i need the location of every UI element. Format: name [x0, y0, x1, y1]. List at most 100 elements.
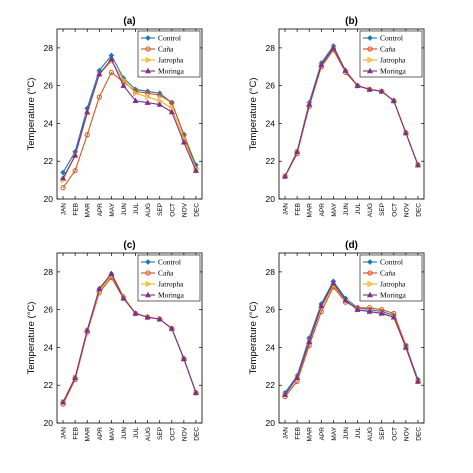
legend-label: Control — [158, 258, 181, 267]
y-tick-label: 24 — [44, 118, 54, 128]
series-line — [62, 58, 197, 179]
legend-marker — [145, 35, 151, 41]
legend-label: Moringa — [158, 67, 185, 76]
data-point — [120, 295, 127, 301]
y-tick-label: 26 — [44, 81, 54, 91]
data-point — [330, 280, 337, 286]
series-moringa — [282, 44, 421, 179]
x-tick-label: JUN — [121, 427, 128, 440]
data-point — [60, 185, 66, 191]
legend-label: Control — [380, 258, 403, 267]
data-point — [168, 108, 175, 115]
legend: Control Caña Jatropha Moringa — [137, 30, 201, 78]
legend-label: Moringa — [158, 291, 185, 300]
data-point — [282, 391, 289, 397]
x-tick-label: JAN — [61, 203, 68, 216]
data-point — [156, 315, 163, 322]
x-tick-label: SEP — [379, 427, 386, 440]
legend-marker — [367, 280, 374, 288]
y-axis-label: Temperature (°C) — [248, 78, 259, 151]
y-tick-label: 22 — [266, 156, 276, 166]
x-tick-label: FEB — [73, 203, 80, 216]
legend-marker — [145, 56, 152, 64]
y-tick-label: 24 — [266, 342, 276, 352]
x-tick-label: MAR — [85, 427, 92, 442]
legend: Control Caña Jatropha Moringa — [359, 254, 423, 302]
legend-label: Jatropha — [158, 280, 184, 289]
legend-marker — [366, 291, 374, 298]
data-point — [366, 308, 373, 314]
legend-label: Caña — [380, 45, 396, 54]
x-tick-label: APR — [97, 203, 104, 217]
x-tick-label: MAY — [331, 202, 338, 216]
data-point — [132, 310, 139, 316]
legend-label: Moringa — [380, 67, 407, 76]
y-tick-label: 28 — [44, 267, 54, 277]
y-tick-label: 26 — [44, 305, 54, 315]
y-axis-label: Temperature (°C) — [26, 302, 37, 375]
x-tick-label: JAN — [283, 203, 290, 216]
legend-marker — [367, 259, 373, 265]
x-tick-label: JUN — [121, 203, 128, 216]
data-point — [108, 56, 115, 62]
chart-panel-a: (a) 20 22 24 26 28 Temperature (°C) JAN FEB MAR AP… — [26, 16, 203, 217]
data-point — [96, 71, 103, 77]
legend-marker — [367, 46, 373, 52]
x-tick-label: AUG — [367, 203, 374, 217]
y-axis-label: Temperature (°C) — [248, 302, 259, 375]
series-line — [284, 282, 419, 395]
x-tick-label: OCT — [169, 203, 176, 217]
x-tick-label: APR — [319, 203, 326, 217]
legend-label: Caña — [158, 269, 174, 278]
data-point — [144, 99, 151, 105]
x-tick-label: NOV — [181, 202, 188, 217]
data-point — [168, 325, 175, 331]
data-point — [96, 94, 102, 100]
data-point — [84, 108, 91, 115]
data-point — [132, 97, 139, 103]
x-tick-label: JAN — [61, 427, 68, 440]
legend-label: Caña — [158, 45, 174, 54]
y-tick-label: 26 — [266, 81, 276, 91]
panel-title: (b) — [345, 16, 358, 27]
x-tick-label: MAY — [331, 426, 338, 440]
x-tick-label: FEB — [295, 427, 302, 440]
x-tick-label: FEB — [295, 203, 302, 216]
data-point — [145, 93, 152, 101]
data-point — [318, 61, 325, 68]
panel-title: (a) — [123, 16, 135, 27]
chart-panel-b: (b) 20 22 24 26 28 Temperature (°C) JAN FEB MAR AP… — [248, 16, 425, 217]
x-tick-label: NOV — [181, 426, 188, 441]
legend-label: Control — [380, 34, 403, 43]
legend-label: Jatropha — [158, 56, 184, 65]
y-tick-label: 20 — [44, 194, 54, 204]
data-point — [342, 297, 349, 303]
data-point — [60, 169, 66, 176]
data-point — [330, 44, 337, 51]
x-tick-label: SEP — [157, 203, 164, 216]
x-tick-label: OCT — [391, 203, 398, 217]
y-tick-label: 26 — [266, 305, 276, 315]
legend-label: Control — [158, 34, 181, 43]
data-point — [108, 69, 114, 76]
legend-marker — [366, 67, 374, 74]
x-tick-label: AUG — [367, 427, 374, 441]
legend-marker — [367, 270, 373, 276]
x-tick-label: APR — [97, 427, 104, 441]
x-tick-label: JUL — [355, 203, 362, 215]
y-tick-label: 28 — [266, 267, 276, 277]
legend-marker — [145, 259, 151, 265]
y-tick-label: 28 — [266, 43, 276, 53]
y-tick-label: 24 — [44, 342, 54, 352]
legend-marker — [145, 270, 151, 276]
legend-marker — [367, 35, 373, 41]
data-point — [180, 355, 187, 361]
x-tick-label: DEC — [415, 203, 422, 217]
x-tick-label: OCT — [391, 427, 398, 441]
data-point — [84, 327, 91, 333]
data-point — [390, 97, 397, 103]
series-line — [62, 272, 197, 403]
legend-label: Jatropha — [380, 280, 406, 289]
data-point — [402, 344, 409, 350]
